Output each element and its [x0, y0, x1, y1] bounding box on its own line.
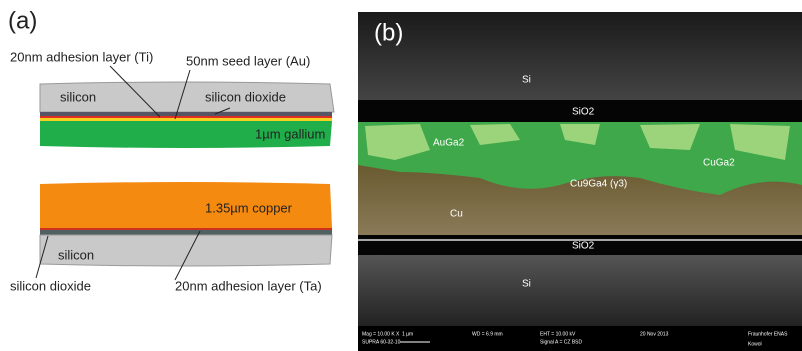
- info-text: 20 Nov 2013: [640, 331, 669, 337]
- region-label: Si: [522, 75, 531, 86]
- label: 1µm gallium: [255, 126, 325, 141]
- region-label: SiO2: [572, 107, 595, 118]
- info-text: 1 µm: [402, 331, 413, 337]
- ti-layer: [40, 116, 332, 118]
- label: silicon: [58, 247, 94, 262]
- sem-image: (b) Si SiO2 AuGa2 CuGa2 Cu9Ga4 (γ3) Cu S…: [358, 12, 802, 351]
- figure: (a) 20nm adhesion layer (Ti) 50nm seed l…: [0, 0, 802, 351]
- si-region: [358, 255, 802, 326]
- label: silicon dioxide: [10, 278, 91, 293]
- region-label: Cu9Ga4 (γ3): [570, 179, 627, 190]
- label: silicon: [60, 89, 96, 104]
- panel-label: (b): [374, 19, 403, 46]
- label: 50nm seed layer (Au): [186, 53, 310, 68]
- label: 20nm adhesion layer (Ta): [175, 278, 322, 293]
- region-label: Cu: [450, 209, 463, 220]
- panel-label: (a): [8, 7, 37, 34]
- sio2-layer: [40, 230, 332, 235]
- sio2-layer: [40, 112, 332, 116]
- region-label: SiO2: [572, 241, 595, 252]
- info-text: SUPRA 60-32-10: [362, 339, 401, 345]
- label: 20nm adhesion layer (Ti): [10, 49, 153, 64]
- region-label: Si: [522, 279, 531, 290]
- ta-layer: [40, 228, 332, 230]
- info-text: EHT = 10.00 kV: [540, 331, 576, 337]
- info-text: Fraunhofer ENAS: [748, 331, 788, 337]
- info-text: Signal A = CZ BSD: [540, 339, 582, 345]
- si-region: [358, 12, 802, 100]
- bottom-stack: 1.35µm copper silicon silicon dioxide 20…: [10, 182, 332, 293]
- region-label: AuGa2: [433, 138, 465, 149]
- info-text: Kowol: [748, 341, 762, 347]
- region-label: CuGa2: [703, 158, 735, 169]
- label: 1.35µm copper: [205, 200, 293, 215]
- info-text: Mag = 10.00 K X: [362, 331, 400, 337]
- info-text: WD = 6.9 mm: [472, 331, 503, 337]
- top-stack: 20nm adhesion layer (Ti) 50nm seed layer…: [10, 49, 334, 148]
- au-layer: [40, 118, 332, 121]
- page: (a) 20nm adhesion layer (Ti) 50nm seed l…: [0, 0, 802, 351]
- label: silicon dioxide: [205, 89, 286, 104]
